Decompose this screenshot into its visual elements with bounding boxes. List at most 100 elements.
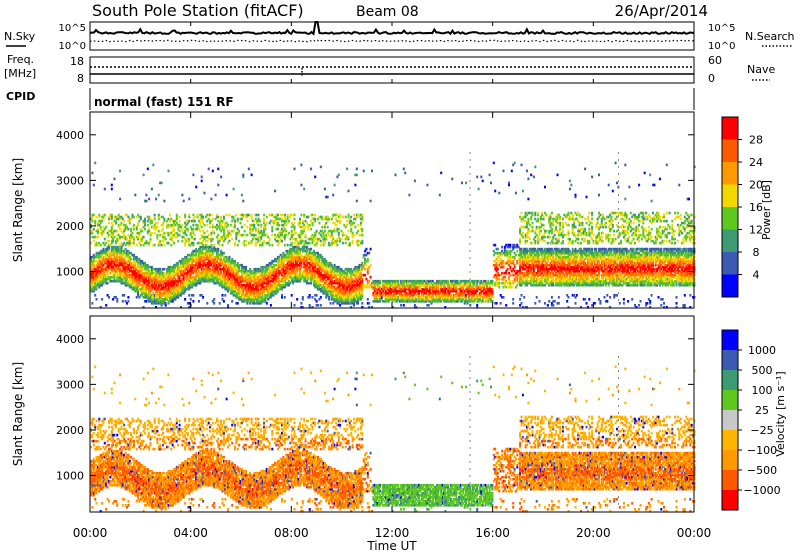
power-cell xyxy=(166,281,169,285)
power-cell xyxy=(96,229,99,233)
power-cell xyxy=(120,281,123,285)
power-cell xyxy=(199,271,202,275)
power-cell xyxy=(156,285,159,289)
power-cell xyxy=(211,271,214,275)
power-cell xyxy=(260,269,263,273)
power-cell xyxy=(254,229,257,233)
power-cell xyxy=(157,267,160,271)
power-cell xyxy=(228,231,231,235)
power-cell xyxy=(112,267,115,271)
power-cell xyxy=(130,261,133,265)
power-cell xyxy=(217,255,220,259)
power-cell xyxy=(240,233,243,237)
power-cell xyxy=(235,213,238,217)
power-cell xyxy=(260,225,263,229)
power-cell xyxy=(112,249,115,253)
power-cell xyxy=(192,271,195,275)
power-cell xyxy=(177,285,180,289)
power-cell xyxy=(174,298,177,301)
power-cell xyxy=(240,265,243,269)
power-cell xyxy=(124,281,127,285)
power-cell xyxy=(191,219,193,223)
power-cell xyxy=(247,281,250,285)
power-cell xyxy=(109,255,112,259)
power-cell xyxy=(92,239,95,243)
power-cell xyxy=(220,229,223,233)
nave-tick-bottom: 0 xyxy=(708,72,715,85)
power-cell xyxy=(268,243,271,247)
power-cell xyxy=(180,287,182,291)
power-cell xyxy=(189,271,192,275)
power-cell xyxy=(214,271,217,275)
power-cell xyxy=(123,261,126,265)
power-cell xyxy=(98,279,101,283)
power-cell xyxy=(206,229,209,233)
power-cell xyxy=(281,213,283,217)
power-cell xyxy=(195,257,198,261)
power-cell xyxy=(300,213,303,217)
power-cell xyxy=(174,279,177,283)
power-cell xyxy=(127,275,130,279)
power-cell xyxy=(135,289,138,293)
nsky-label: N.Sky xyxy=(4,30,36,43)
power-cell xyxy=(202,267,205,271)
power-cell xyxy=(121,261,124,265)
power-cell xyxy=(218,221,221,225)
power-cell xyxy=(213,225,216,229)
power-cell xyxy=(346,223,349,227)
power-cell xyxy=(200,249,203,253)
power-cell xyxy=(116,255,119,259)
power-cell xyxy=(126,255,128,259)
power-cell xyxy=(130,265,133,269)
freq-tick-top: 18 xyxy=(70,55,84,68)
power-cell xyxy=(221,275,224,279)
power-cell xyxy=(249,292,252,295)
power-cell xyxy=(207,255,210,259)
power-cell xyxy=(228,263,231,267)
power-cell xyxy=(153,273,156,277)
power-cell xyxy=(204,257,207,261)
power-cell xyxy=(224,285,227,289)
power-cell xyxy=(137,263,140,267)
power-cell xyxy=(132,223,135,227)
power-cell xyxy=(134,283,137,287)
power-cell xyxy=(221,294,224,297)
power-cell xyxy=(99,221,102,225)
power-cell xyxy=(303,213,306,217)
power-cell xyxy=(227,279,229,283)
power-cell xyxy=(96,277,99,281)
power-cell xyxy=(102,213,105,217)
power-cell xyxy=(135,257,138,261)
power-cell xyxy=(247,279,250,283)
power-cell xyxy=(163,281,166,285)
power-cell xyxy=(253,235,256,239)
power-cell xyxy=(112,253,115,257)
power-cell xyxy=(113,215,116,219)
power-cell xyxy=(121,249,124,253)
power-cell xyxy=(137,277,140,281)
power-cell xyxy=(91,275,94,279)
power-cell xyxy=(135,277,138,281)
power-cell xyxy=(251,292,254,295)
power-cell xyxy=(168,213,171,217)
power-cell xyxy=(166,225,169,229)
power-cell xyxy=(337,231,340,235)
power-cell xyxy=(119,253,122,257)
power-cell xyxy=(103,259,106,263)
power-cell xyxy=(113,253,116,257)
power-cell xyxy=(184,271,187,275)
power-cell xyxy=(96,231,99,235)
power-cell xyxy=(192,259,195,263)
power-cell xyxy=(178,233,181,237)
power-cell xyxy=(192,231,195,235)
power-cell xyxy=(109,271,112,275)
power-cell xyxy=(145,263,148,267)
power-cell xyxy=(145,300,148,303)
power-cell xyxy=(234,279,236,283)
power-cell xyxy=(99,251,102,255)
power-cell xyxy=(130,237,133,241)
power-cell xyxy=(101,233,104,237)
power-cell xyxy=(163,271,166,275)
power-cell xyxy=(265,273,268,277)
power-cell xyxy=(184,257,187,261)
